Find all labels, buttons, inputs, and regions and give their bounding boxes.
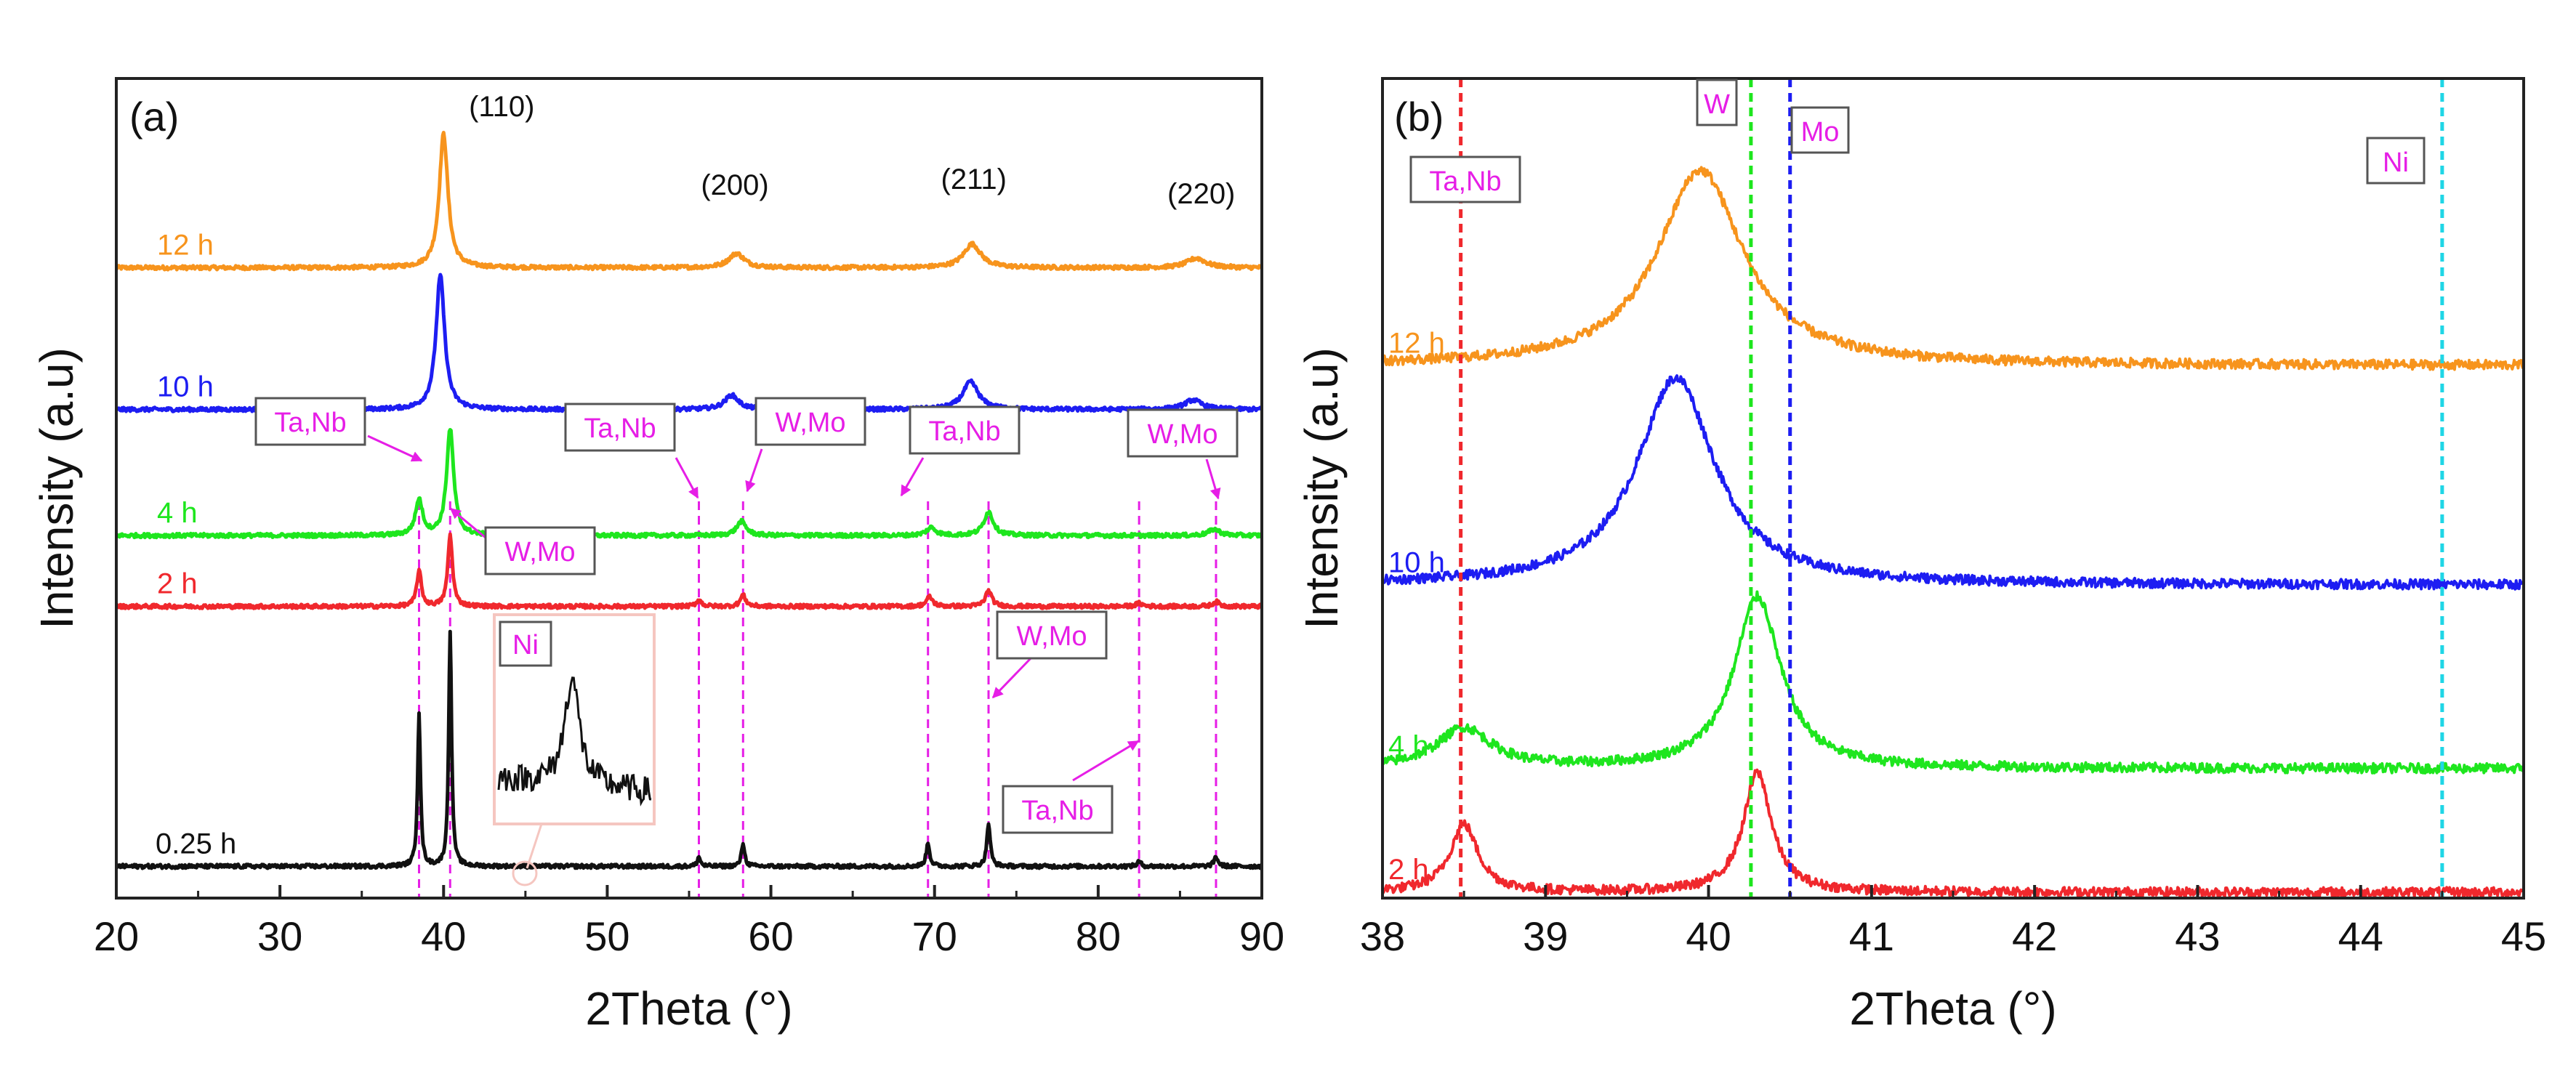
reference-label-box: W	[1696, 78, 1738, 126]
series-line	[118, 629, 1260, 870]
panel-a-series-labels: 12 h 10 h 4 h 2 h 0.25 h	[156, 229, 236, 860]
x-tick-label: 40	[1686, 913, 1731, 959]
peak-label: (110)	[469, 91, 534, 123]
annotation-ta-nb-4: Ta,Nb	[1002, 740, 1140, 834]
reference-label: Ta,Nb	[1429, 166, 1501, 197]
svg-text:Ta,Nb: Ta,Nb	[584, 413, 656, 444]
reference-label-box: Ta,Nb	[1409, 155, 1521, 203]
panel-b-chart: 38 39 40 41 42 43 44 45 (b) 2Theta (°) Intensit…	[1295, 77, 2546, 1035]
reference-label: Ni	[2383, 147, 2409, 178]
series-line	[1384, 374, 2522, 591]
series-label: 10 h	[1388, 546, 1445, 578]
panel-a-label: (a)	[129, 94, 179, 140]
x-tick-label: 38	[1360, 913, 1405, 959]
series-line	[1384, 590, 2522, 775]
panel-a-series	[118, 131, 1260, 870]
peak-label: (220)	[1167, 178, 1235, 210]
ni-inset-marker	[512, 860, 538, 886]
series-label: 2 h	[157, 568, 198, 600]
x-tick-label: 43	[2175, 913, 2220, 959]
reference-label-box: Ni	[2366, 137, 2426, 185]
series-line	[1384, 166, 2522, 371]
panel-a-reference-lines	[418, 501, 1217, 897]
peak-label: (200)	[701, 169, 768, 201]
x-tick-label: 41	[1849, 913, 1894, 959]
annotation-w-mo-2: W,Mo	[745, 397, 866, 493]
ni-inset-label-box: Ni	[499, 621, 552, 667]
panel-b-y-axis-title: Intensity (a.u)	[1295, 347, 1348, 629]
panel-b-series-labels: 12 h 10 h 4 h 2 h	[1388, 327, 1445, 886]
svg-text:W,Mo: W,Mo	[1147, 419, 1217, 450]
svg-text:Ta,Nb: Ta,Nb	[274, 408, 346, 438]
series-line	[118, 272, 1260, 413]
ni-inset-signal	[497, 676, 652, 807]
panel-a-annotations: Ta,Nb W,Mo Ta,Nb W,Mo Ta,Nb	[254, 397, 1239, 834]
panel-a-x-axis: 20 30 40 50 60 70 80 90	[94, 885, 1284, 959]
reference-label-box: Mo	[1790, 106, 1850, 154]
reference-label: W	[1704, 89, 1730, 120]
annotation-ta-nb-2: Ta,Nb	[564, 403, 699, 499]
series-label: 12 h	[1388, 327, 1445, 359]
series-label: 10 h	[157, 371, 214, 403]
annotation-w-mo-3: W,Mo	[1127, 408, 1239, 500]
series-label: 12 h	[157, 229, 214, 261]
panel-b-label: (b)	[1394, 94, 1444, 140]
annotation-ta-nb-3: Ta,Nb	[900, 405, 1021, 497]
panel-a-chart: 20 30 40 50 60 70 80 90 (a) 2Theta (°) Intensit…	[31, 77, 1284, 1035]
ni-inset-label: Ni	[512, 630, 539, 660]
x-tick-label: 50	[584, 913, 629, 959]
panel-b-x-axis-title: 2Theta (°)	[1849, 982, 2056, 1035]
series-label: 4 h	[1388, 730, 1429, 762]
peak-label: (211)	[941, 163, 1007, 195]
svg-text:Ta,Nb: Ta,Nb	[928, 416, 1000, 447]
annotation-ta-nb-1: Ta,Nb	[254, 397, 423, 462]
panel-b-plot-frame	[1381, 77, 2525, 900]
panel-a-plot-frame	[115, 77, 1263, 900]
panel-a-x-axis-title: 2Theta (°)	[585, 982, 792, 1035]
ni-inset-connector	[526, 823, 543, 869]
panel-b-x-axis: 38 39 40 41 42 43 44 45	[1360, 885, 2546, 959]
ni-inset: Ni	[493, 613, 656, 886]
x-tick-label: 70	[912, 913, 957, 959]
reference-label: Mo	[1801, 117, 1840, 147]
annotation-w-mo-4: W,Mo	[991, 610, 1108, 699]
x-tick-label: 42	[2012, 913, 2057, 959]
x-tick-label: 60	[748, 913, 793, 959]
series-line	[118, 131, 1260, 272]
x-tick-label: 90	[1239, 913, 1284, 959]
series-label: 4 h	[157, 497, 198, 529]
x-tick-label: 80	[1076, 913, 1121, 959]
x-tick-label: 45	[2501, 913, 2546, 959]
x-tick-label: 40	[421, 913, 466, 959]
series-label: 0.25 h	[156, 828, 236, 860]
x-tick-label: 20	[94, 913, 139, 959]
svg-text:W,Mo: W,Mo	[775, 408, 845, 438]
svg-text:W,Mo: W,Mo	[1016, 621, 1087, 652]
svg-text:Ta,Nb: Ta,Nb	[1021, 796, 1093, 826]
series-line	[1384, 768, 2522, 897]
series-line	[118, 532, 1260, 610]
x-tick-label: 44	[2338, 913, 2383, 959]
svg-text:W,Mo: W,Mo	[504, 537, 575, 567]
x-tick-label: 30	[257, 913, 302, 959]
panel-a-y-axis-title: Intensity (a.u)	[31, 347, 83, 629]
series-label: 2 h	[1388, 854, 1429, 886]
panel-b-reference-lines	[1459, 80, 2444, 897]
panel-a-peak-labels: (110) (200) (211) (220)	[469, 91, 1235, 210]
panel-b-series	[1384, 166, 2522, 897]
annotation-w-mo-1: W,Mo	[449, 507, 596, 575]
panel-b-reference-labels: Ta,Nb W Mo Ni	[1409, 78, 2426, 203]
x-tick-label: 39	[1523, 913, 1568, 959]
series-line	[118, 428, 1260, 540]
